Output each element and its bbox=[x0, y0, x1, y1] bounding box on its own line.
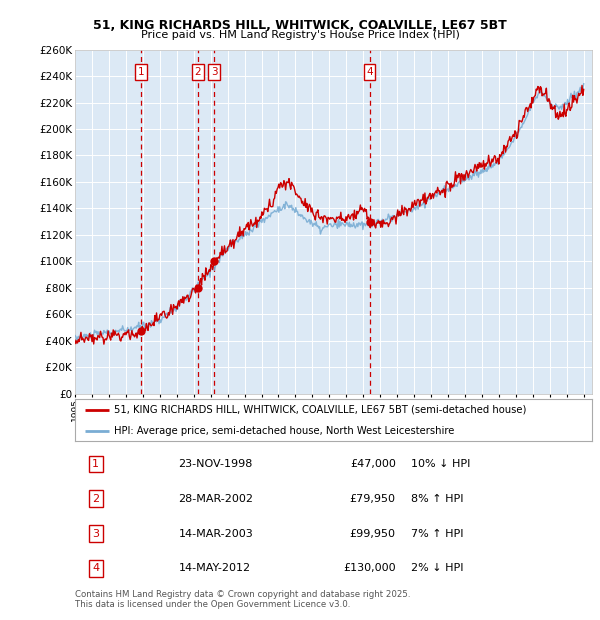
Text: 4: 4 bbox=[366, 67, 373, 77]
Text: 23-NOV-1998: 23-NOV-1998 bbox=[178, 459, 253, 469]
Text: This data is licensed under the Open Government Licence v3.0.: This data is licensed under the Open Gov… bbox=[75, 600, 350, 609]
Text: £47,000: £47,000 bbox=[350, 459, 395, 469]
Text: £130,000: £130,000 bbox=[343, 564, 395, 574]
Text: £99,950: £99,950 bbox=[350, 529, 395, 539]
Text: 3: 3 bbox=[92, 529, 99, 539]
Text: £79,950: £79,950 bbox=[350, 494, 395, 503]
Text: 1: 1 bbox=[138, 67, 145, 77]
Text: 2: 2 bbox=[194, 67, 201, 77]
Text: 14-MAR-2003: 14-MAR-2003 bbox=[178, 529, 253, 539]
Text: 1: 1 bbox=[92, 459, 99, 469]
Text: HPI: Average price, semi-detached house, North West Leicestershire: HPI: Average price, semi-detached house,… bbox=[114, 426, 454, 436]
Text: 28-MAR-2002: 28-MAR-2002 bbox=[178, 494, 253, 503]
Text: Contains HM Land Registry data © Crown copyright and database right 2025.: Contains HM Land Registry data © Crown c… bbox=[75, 590, 410, 600]
Text: 51, KING RICHARDS HILL, WHITWICK, COALVILLE, LE67 5BT: 51, KING RICHARDS HILL, WHITWICK, COALVI… bbox=[93, 19, 507, 32]
Text: 4: 4 bbox=[92, 564, 99, 574]
Text: 51, KING RICHARDS HILL, WHITWICK, COALVILLE, LE67 5BT (semi-detached house): 51, KING RICHARDS HILL, WHITWICK, COALVI… bbox=[114, 405, 526, 415]
Text: 2: 2 bbox=[92, 494, 99, 503]
Text: 2% ↓ HPI: 2% ↓ HPI bbox=[411, 564, 464, 574]
Text: 10% ↓ HPI: 10% ↓ HPI bbox=[411, 459, 470, 469]
Text: 3: 3 bbox=[211, 67, 217, 77]
Text: 14-MAY-2012: 14-MAY-2012 bbox=[178, 564, 251, 574]
Text: Price paid vs. HM Land Registry's House Price Index (HPI): Price paid vs. HM Land Registry's House … bbox=[140, 30, 460, 40]
Text: 7% ↑ HPI: 7% ↑ HPI bbox=[411, 529, 464, 539]
Text: 8% ↑ HPI: 8% ↑ HPI bbox=[411, 494, 464, 503]
